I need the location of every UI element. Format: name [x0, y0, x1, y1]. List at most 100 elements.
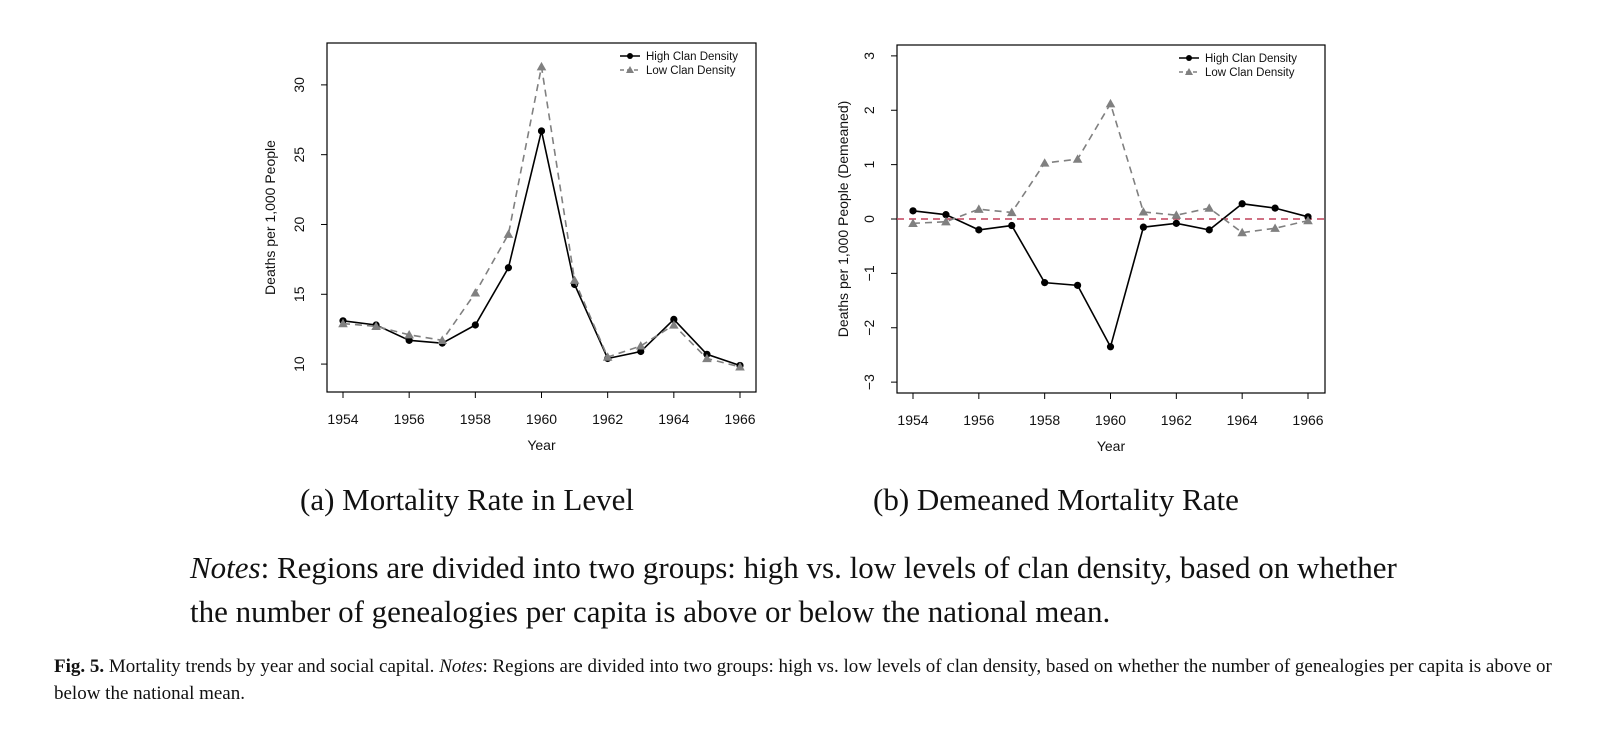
x-tick-label: 1960	[526, 411, 557, 427]
data-point-low	[470, 288, 481, 297]
series-line-low	[342, 66, 741, 368]
data-point-low	[702, 353, 712, 363]
data-point-high	[975, 226, 983, 234]
data-point-high	[1073, 281, 1082, 289]
y-tick-label: 3	[861, 52, 877, 60]
data-point-high	[504, 264, 513, 272]
y-tick-label: 10	[291, 356, 307, 372]
y-tick-label: 25	[291, 147, 307, 163]
y-tick-label: 20	[291, 216, 307, 232]
data-point-low	[338, 318, 348, 328]
data-point-high	[942, 211, 950, 219]
x-tick-label: 1958	[1029, 412, 1060, 428]
data-point-low	[974, 204, 984, 213]
notes-label: Notes	[190, 550, 261, 585]
y-tick-label: 2	[861, 106, 877, 114]
data-point-high	[909, 207, 917, 215]
legend-marker-circle	[627, 53, 633, 59]
legend-label: High Clan Density	[646, 51, 738, 63]
caption-notes-label: Notes	[439, 656, 483, 677]
y-tick-label: −3	[861, 374, 877, 390]
subcaption-b: (b) Demeaned Mortality Rate	[873, 482, 1239, 517]
x-tick-label: 1954	[327, 411, 358, 427]
legend-marker-circle	[1186, 55, 1192, 61]
data-point-low	[1039, 158, 1050, 167]
y-tick-label: −1	[861, 265, 877, 281]
data-point-high	[405, 336, 413, 344]
y-tick-label: −2	[861, 320, 877, 336]
data-point-high	[637, 347, 645, 356]
data-point-high	[1205, 226, 1213, 234]
data-point-high	[670, 315, 678, 324]
y-tick-label: 15	[291, 286, 307, 302]
data-point-low	[1138, 207, 1149, 216]
x-tick-label: 1958	[460, 411, 491, 427]
x-tick-label: 1962	[592, 411, 623, 427]
x-tick-label: 1960	[1095, 412, 1126, 428]
caption-label: Fig. 5.	[54, 656, 105, 677]
legend-marker-triangle	[1185, 68, 1193, 75]
x-tick-label: 1966	[1292, 412, 1323, 428]
data-point-low	[1072, 154, 1083, 163]
panel-b-demeaned-mortality: 1954 1956 1958 1960 1962 1964 1966 Year −3 −2 −1 0 1…	[835, 44, 1326, 454]
data-point-low	[536, 61, 547, 71]
y-tick-label: 1	[861, 161, 877, 169]
data-point-low	[1006, 207, 1017, 217]
data-point-low	[735, 362, 745, 371]
data-point-low	[437, 335, 448, 344]
y-tick-label: 0	[861, 215, 877, 223]
figure-caption: Fig. 5. Mortality trends by year and soc…	[54, 653, 1564, 707]
figure-notes: Notes: Regions are divided into two grou…	[190, 546, 1430, 634]
data-point-high	[537, 127, 546, 135]
x-axis-title: Year	[527, 437, 556, 453]
subcaption-a: (a) Mortality Rate in Level	[300, 482, 634, 517]
data-point-low	[1237, 227, 1247, 237]
x-tick-label: 1956	[963, 412, 994, 428]
data-point-high	[1106, 343, 1115, 351]
x-tick-label: 1964	[658, 411, 689, 427]
x-tick-label: 1964	[1227, 412, 1258, 428]
data-point-low	[503, 229, 514, 238]
data-point-low	[941, 216, 951, 226]
data-point-low	[602, 352, 613, 361]
data-point-high	[1172, 219, 1180, 227]
data-point-low	[1105, 98, 1116, 108]
series-line-high	[342, 130, 741, 367]
series-line-high	[912, 202, 1309, 349]
legend-marker-triangle	[626, 66, 634, 73]
x-tick-label: 1966	[724, 411, 755, 427]
legend-label: High Clan Density	[1205, 53, 1297, 65]
x-tick-label: 1954	[897, 412, 928, 428]
data-point-high	[1041, 279, 1049, 287]
data-point-low	[908, 218, 918, 227]
x-tick-label: 1962	[1161, 412, 1192, 428]
data-point-low	[1171, 210, 1182, 219]
data-point-high	[1271, 204, 1279, 212]
notes-text: : Regions are divided into two groups: h…	[190, 550, 1397, 629]
data-point-low	[404, 329, 414, 339]
data-point-low	[635, 341, 646, 350]
legend-label: Low Clan Density	[646, 65, 736, 77]
y-axis-title: Deaths per 1,000 People	[262, 140, 278, 295]
panel-a-mortality-level: 1954 1956 1958 1960 1962 1964 1966 Year 10 15 20 25…	[262, 42, 757, 453]
legend-label: Low Clan Density	[1205, 67, 1295, 79]
data-point-high	[471, 321, 479, 329]
caption-text: Mortality trends by year and social capi…	[104, 656, 440, 677]
data-point-low	[371, 321, 381, 330]
caption-notes-text: : Regions are divided into two groups: h…	[54, 656, 1552, 704]
data-point-high	[1008, 221, 1016, 230]
y-axis-title: Deaths per 1,000 People (Demeaned)	[835, 101, 851, 338]
data-point-high	[1139, 223, 1148, 231]
x-axis-title: Year	[1097, 438, 1126, 454]
data-point-low	[1204, 203, 1215, 212]
data-point-low	[1270, 223, 1280, 232]
data-point-low	[1303, 215, 1313, 225]
data-point-high	[1238, 200, 1246, 208]
series-line-low	[912, 101, 1309, 234]
plot-frame	[326, 42, 757, 393]
y-tick-label: 30	[291, 77, 307, 93]
data-point-low	[569, 275, 580, 284]
x-tick-label: 1956	[394, 411, 425, 427]
data-point-low	[669, 320, 679, 329]
